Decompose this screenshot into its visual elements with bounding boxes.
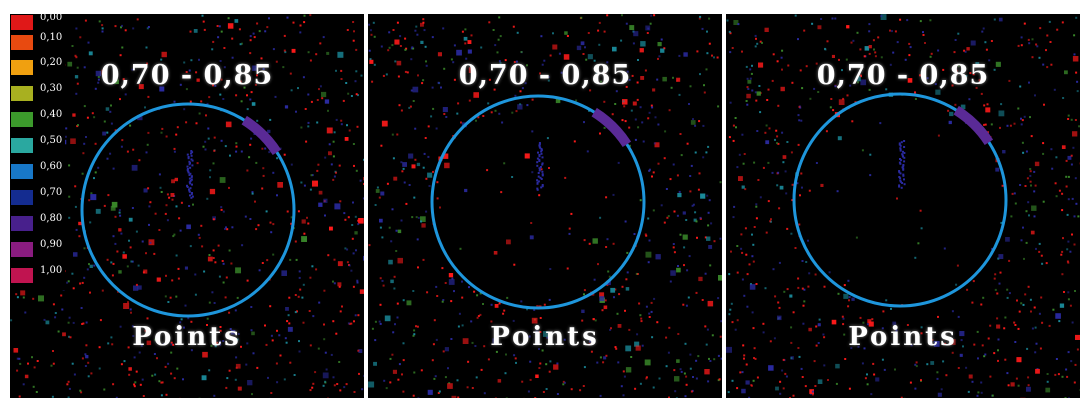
legend-swatch bbox=[11, 190, 33, 205]
scatter-field-3 bbox=[726, 14, 1080, 398]
legend-swatch bbox=[11, 242, 33, 257]
legend-row: 0,70 bbox=[10, 187, 65, 206]
scatter-dots bbox=[368, 14, 722, 398]
legend-row: 0,80 bbox=[10, 213, 65, 232]
legend-tick: 0,30 bbox=[40, 83, 63, 94]
color-scale-legend: 0,00 0,10 0,20 0,30 0,40 0,50 0,60 0,70 … bbox=[10, 12, 65, 290]
legend-swatch bbox=[11, 35, 33, 50]
scatter-dots bbox=[726, 14, 1080, 398]
legend-row: 0,40 bbox=[10, 109, 65, 128]
legend-swatch bbox=[11, 86, 33, 101]
legend-tick: 1,00 bbox=[40, 265, 63, 276]
legend-row: 0,30 bbox=[10, 83, 65, 102]
legend-tick: 0,60 bbox=[40, 161, 63, 172]
image-panel-2: 0,70 - 0,85 Points bbox=[368, 14, 722, 398]
legend-tick: 0,50 bbox=[40, 135, 63, 146]
points-label: Points bbox=[132, 322, 242, 352]
selection-circle bbox=[792, 92, 1008, 308]
legend-swatch bbox=[11, 138, 33, 153]
legend-swatch bbox=[11, 15, 33, 30]
legend-row: 0,50 bbox=[10, 135, 65, 154]
points-label: Points bbox=[848, 322, 958, 352]
legend-swatch bbox=[11, 60, 33, 75]
legend-swatch bbox=[11, 112, 33, 127]
legend-tick: 0,70 bbox=[40, 187, 63, 198]
selection-circle bbox=[430, 94, 646, 310]
legend-swatch bbox=[11, 268, 33, 283]
legend-swatch bbox=[11, 216, 33, 231]
legend-row: 0,20 bbox=[10, 57, 65, 76]
legend-tick: 0,40 bbox=[40, 109, 63, 120]
range-label: 0,70 - 0,85 bbox=[816, 60, 990, 91]
legend-row: 0,10 bbox=[10, 32, 65, 51]
range-label: 0,70 - 0,85 bbox=[458, 60, 632, 91]
legend-tick: 0,20 bbox=[40, 57, 63, 68]
legend-row: 0,00 bbox=[10, 12, 65, 31]
image-panel-3: 0,70 - 0,85 Points bbox=[726, 14, 1080, 398]
range-label: 0,70 - 0,85 bbox=[100, 60, 274, 91]
points-label: Points bbox=[490, 322, 600, 352]
legend-row: 1,00 bbox=[10, 265, 65, 284]
legend-row: 0,90 bbox=[10, 239, 65, 258]
highlight-arc bbox=[591, 107, 632, 148]
scatter-field-2 bbox=[368, 14, 722, 398]
legend-tick: 0,00 bbox=[40, 12, 63, 23]
legend-tick: 0,10 bbox=[40, 32, 63, 43]
legend-tick: 0,80 bbox=[40, 213, 63, 224]
highlight-arc bbox=[241, 115, 282, 156]
legend-row: 0,60 bbox=[10, 161, 65, 180]
legend-tick: 0,90 bbox=[40, 239, 63, 250]
legend-swatch bbox=[11, 164, 33, 179]
selection-circle bbox=[80, 102, 296, 318]
image-panel-1: 0,70 - 0,85 Points bbox=[10, 14, 364, 398]
highlight-arc bbox=[953, 105, 994, 146]
